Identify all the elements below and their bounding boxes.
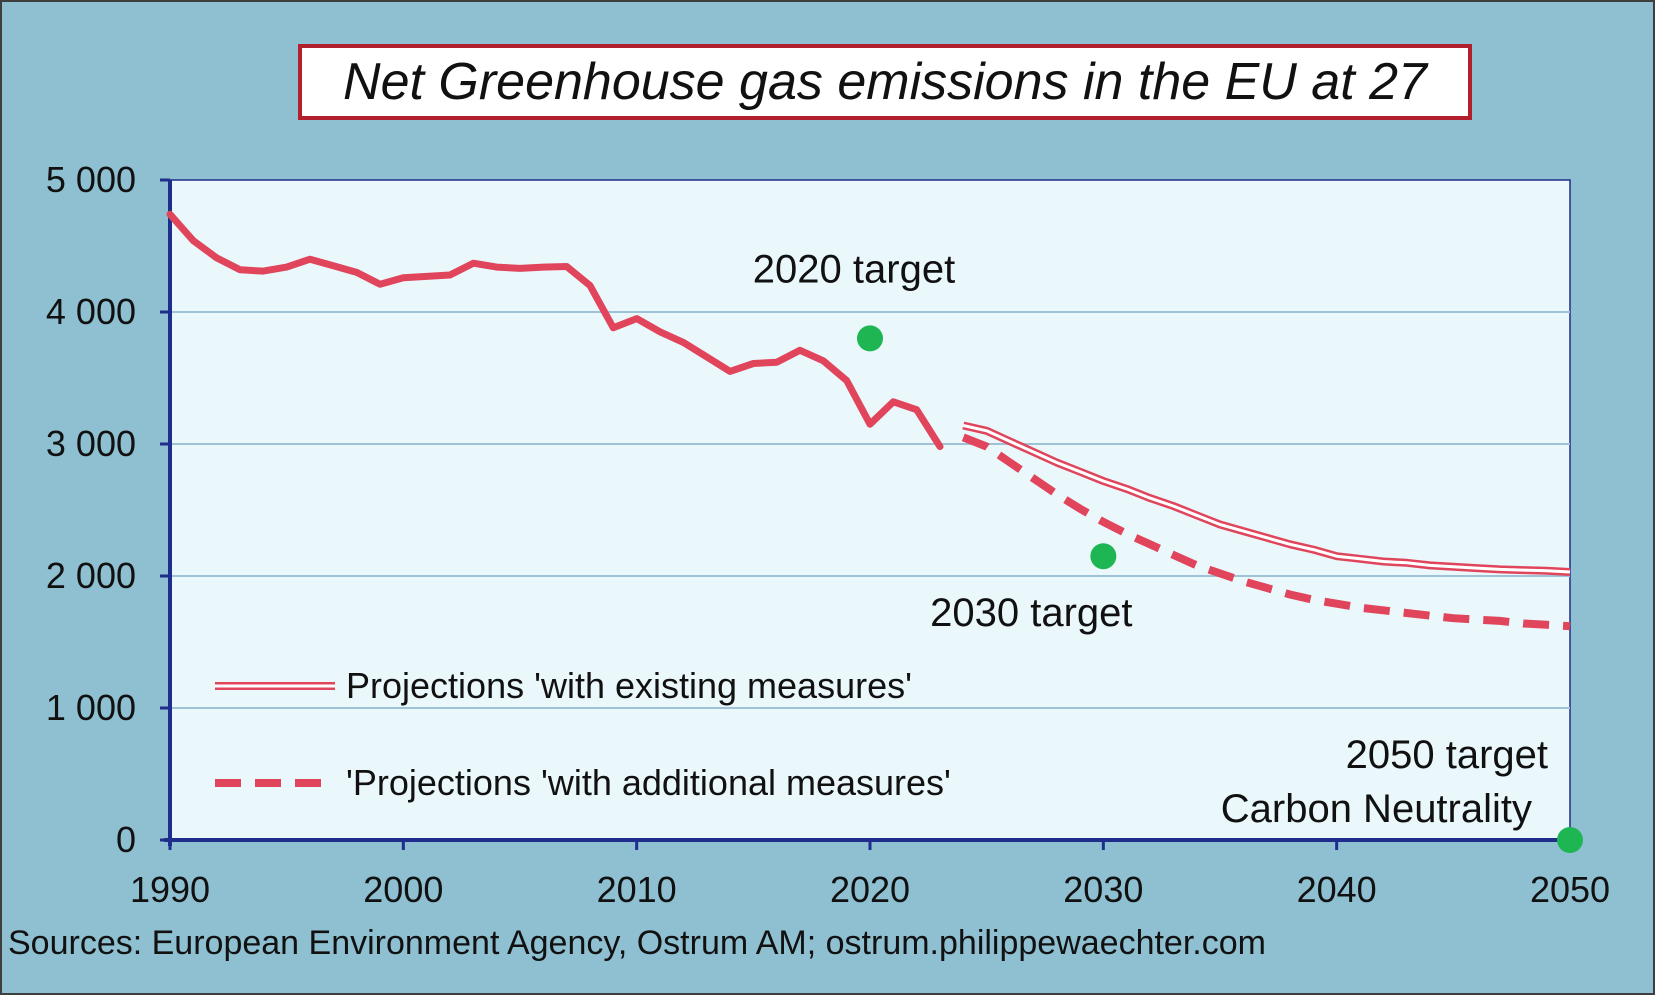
x-tick-label: 2030: [1063, 869, 1143, 910]
target-point: [857, 325, 883, 352]
x-tick-label: 2020: [830, 869, 910, 910]
target-label: 2030 target: [930, 591, 1132, 635]
series-observed-line: [166, 210, 944, 451]
y-tick-label: 4 000: [46, 291, 136, 332]
source-note: Sources: European Environment Agency, Os…: [8, 924, 1266, 962]
target-label-secondary: Carbon Neutrality: [1221, 787, 1532, 831]
x-tick-label: 2040: [1297, 869, 1377, 910]
series-additional-measures-line: [961, 433, 1571, 631]
x-tick-label: 2050: [1530, 869, 1610, 910]
x-tick-label: 2000: [363, 869, 443, 910]
series-existing-measures-line-inner: [962, 424, 1571, 574]
y-tick-label: 5 000: [46, 159, 136, 200]
chart-title: Net Greenhouse gas emissions in the EU a…: [298, 44, 1472, 120]
legend-label: Projections 'with existing measures': [346, 665, 912, 706]
target-point: [1090, 543, 1117, 570]
target-label: 2050 target: [1346, 733, 1548, 777]
plot-area: [169, 179, 1571, 841]
y-tick-label: 2 000: [46, 555, 136, 596]
y-tick-label: 3 000: [46, 423, 136, 464]
y-tick-label: 1 000: [46, 687, 136, 728]
x-tick-label: 2010: [597, 869, 677, 910]
target-point: [1557, 827, 1583, 853]
legend-label: 'Projections 'with additional measures': [346, 762, 951, 803]
x-tick-label: 1990: [130, 869, 210, 910]
y-tick-label: 0: [116, 819, 136, 860]
target-label: 2020 target: [753, 247, 955, 291]
